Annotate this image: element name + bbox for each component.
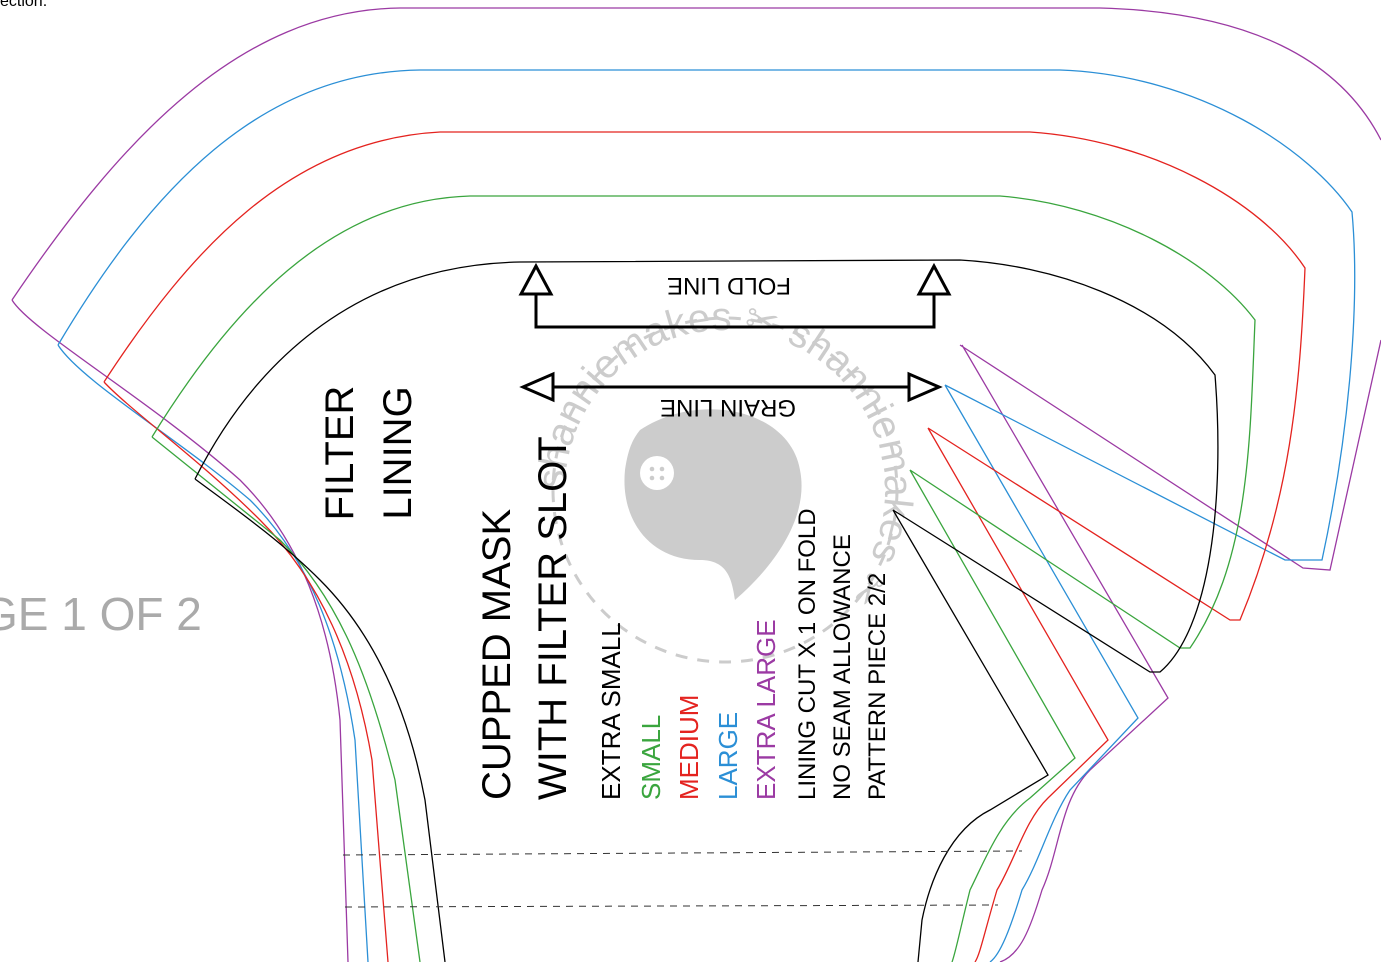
- mask-title: CUPPED MASK WITH FILTER SLOT: [475, 436, 575, 800]
- filter-slot-lines: [342, 850, 1023, 908]
- fold-line-label: FOLD LINE: [667, 272, 791, 299]
- size-outlines: [11, 7, 1381, 962]
- outline-extra-large: [11, 7, 1381, 962]
- bird-logo: [624, 409, 802, 600]
- outline-large: [57, 69, 1356, 962]
- instructions: LINING CUT X 1 ON FOLD NO SEAM ALLOWANCE…: [794, 508, 891, 800]
- top-text: ection.: [0, 0, 47, 10]
- page-label: GE 1 OF 2: [0, 588, 202, 640]
- instruction-piece: PATTERN PIECE 2/2: [864, 573, 891, 800]
- outline-medium: [103, 131, 1306, 962]
- grain-line-label: GRAIN LINE: [660, 394, 796, 421]
- size-extra-small: EXTRA SMALL: [596, 622, 626, 800]
- size-large: LARGE: [713, 712, 743, 800]
- watermark-ring: [551, 316, 899, 664]
- size-small: SMALL: [636, 715, 666, 800]
- mask-title-line-2: WITH FILTER SLOT: [531, 436, 575, 800]
- outline-extra-small: [194, 259, 1219, 962]
- grain-arrow-right-icon: [907, 371, 943, 403]
- slot-line-bottom: [344, 904, 999, 908]
- grain-line-marker: [519, 371, 943, 403]
- watermark: shanniemakes ✂ shanniemakes ✂: [530, 295, 920, 664]
- fold-arrow-left-icon: [518, 262, 554, 296]
- size-legend: EXTRA SMALL SMALL MEDIUM LARGE EXTRA LAR…: [596, 619, 781, 800]
- mask-title-line-1: CUPPED MASK: [475, 509, 519, 800]
- piece-title-filter: FILTER: [318, 386, 362, 521]
- fold-arrow-right-icon: [916, 262, 952, 296]
- slot-line-top: [342, 850, 1023, 856]
- instruction-seam: NO SEAM ALLOWANCE: [829, 534, 856, 800]
- size-medium: MEDIUM: [674, 695, 704, 800]
- grain-arrow-left-icon: [519, 371, 555, 403]
- fold-line-marker: [518, 262, 952, 329]
- piece-label: FILTER LINING: [318, 386, 420, 521]
- button-icon: [640, 456, 674, 490]
- piece-title-lining: LINING: [376, 386, 420, 519]
- size-extra-large: EXTRA LARGE: [751, 619, 781, 800]
- instruction-cut: LINING CUT X 1 ON FOLD: [794, 508, 821, 800]
